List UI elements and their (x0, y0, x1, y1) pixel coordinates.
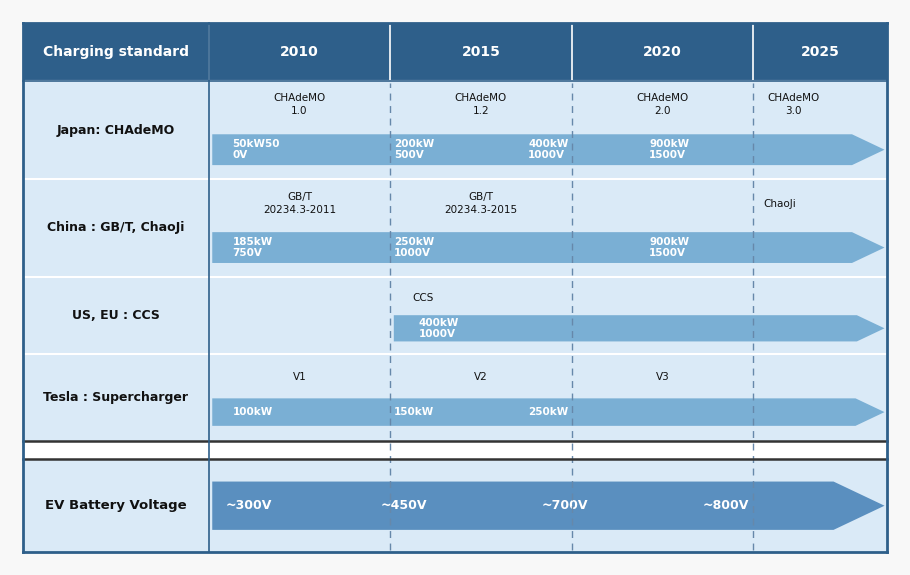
Text: 250kW: 250kW (528, 407, 569, 417)
Text: China : GB/T, ChaoJi: China : GB/T, ChaoJi (47, 221, 185, 235)
Text: 400kW
1000V: 400kW 1000V (528, 139, 569, 160)
Bar (23, 441, 887, 459)
Text: Japan: CHAdeMO: Japan: CHAdeMO (56, 124, 175, 137)
Text: V1: V1 (292, 372, 307, 382)
Text: GB/T
20234.3-2011: GB/T 20234.3-2011 (263, 192, 336, 214)
Text: 100kW: 100kW (232, 407, 273, 417)
Text: 2015: 2015 (461, 45, 501, 59)
Text: V3: V3 (655, 372, 670, 382)
Text: 900kW
1500V: 900kW 1500V (649, 139, 690, 160)
Text: 50kW50
0V: 50kW50 0V (232, 139, 280, 160)
Text: 2025: 2025 (801, 45, 840, 59)
Text: 2020: 2020 (643, 45, 682, 59)
Text: 2010: 2010 (280, 45, 318, 59)
Text: ~800V: ~800V (703, 499, 749, 512)
Text: 200kW
500V: 200kW 500V (394, 139, 434, 160)
Text: CHAdeMO
2.0: CHAdeMO 2.0 (636, 94, 689, 116)
Polygon shape (212, 481, 885, 530)
Text: Tesla : Supercharger: Tesla : Supercharger (43, 391, 188, 404)
Text: ~450V: ~450V (380, 499, 427, 512)
Polygon shape (212, 232, 885, 263)
Text: ~300V: ~300V (226, 499, 272, 512)
Text: EV Battery Voltage: EV Battery Voltage (45, 499, 187, 512)
Text: CHAdeMO
1.0: CHAdeMO 1.0 (273, 94, 326, 116)
Polygon shape (212, 398, 885, 426)
Text: ~700V: ~700V (541, 499, 588, 512)
Text: GB/T
20234.3-2015: GB/T 20234.3-2015 (444, 192, 518, 214)
Text: CHAdeMO
3.0: CHAdeMO 3.0 (767, 94, 820, 116)
Text: 150kW: 150kW (394, 407, 434, 417)
Text: 185kW
750V: 185kW 750V (232, 237, 273, 258)
Text: ChaoJi: ChaoJi (763, 198, 796, 209)
Bar (23, 459, 887, 552)
Polygon shape (212, 135, 885, 165)
Text: Charging standard: Charging standard (43, 45, 188, 59)
Text: V2: V2 (474, 372, 488, 382)
Text: 250kW
1000V: 250kW 1000V (394, 237, 434, 258)
Polygon shape (394, 315, 885, 342)
Bar (23, 23, 887, 81)
Text: 900kW
1500V: 900kW 1500V (649, 237, 690, 258)
Text: CHAdeMO
1.2: CHAdeMO 1.2 (455, 94, 507, 116)
Text: US, EU : CCS: US, EU : CCS (72, 309, 159, 322)
Bar (23, 81, 887, 441)
Text: CCS: CCS (412, 293, 433, 302)
Text: 400kW
1000V: 400kW 1000V (419, 317, 459, 339)
